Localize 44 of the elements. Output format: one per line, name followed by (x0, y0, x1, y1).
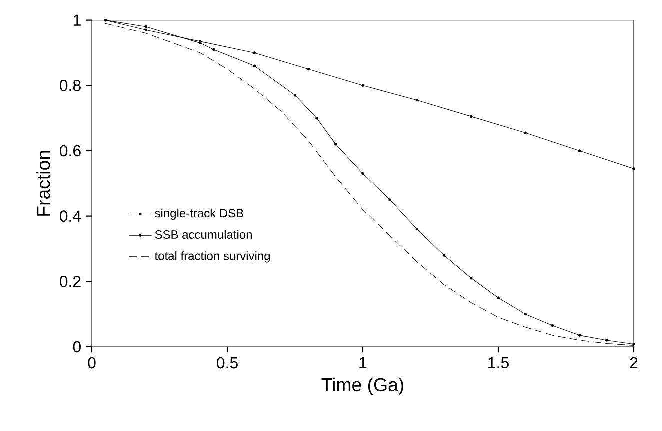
point (632, 168, 636, 170)
point (334, 143, 338, 146)
legend-label: single-track DSB (155, 208, 244, 220)
point (362, 84, 364, 87)
point (416, 228, 419, 231)
y-tick-label: 0.4 (60, 210, 82, 222)
x-tick-label: 1.5 (488, 357, 509, 369)
legend-label: total fraction surviving (154, 252, 270, 263)
point (470, 115, 473, 118)
point (606, 339, 608, 342)
x-tick-label: 0 (88, 357, 96, 369)
point (307, 68, 310, 71)
x-tick-label: 2 (630, 357, 638, 369)
point (362, 172, 364, 176)
point (416, 99, 419, 102)
point (199, 40, 202, 43)
legend-label: SSB accumulation (155, 230, 252, 240)
y-tick-label: 0 (73, 341, 81, 353)
point (524, 132, 527, 134)
point (551, 324, 554, 328)
point (253, 64, 256, 68)
point (524, 312, 527, 316)
point (253, 52, 256, 54)
point (442, 254, 446, 257)
point (212, 48, 216, 52)
point (578, 150, 582, 152)
point (144, 28, 148, 32)
point (470, 277, 473, 280)
point (316, 116, 318, 120)
point (497, 296, 500, 300)
point (294, 94, 297, 97)
point (388, 198, 392, 202)
y-tick-label: 0.8 (60, 80, 81, 92)
x-axis-title: Time (Ga) (322, 378, 404, 396)
x-tick-label: 0.5 (217, 357, 238, 369)
point (199, 42, 202, 45)
y-tick-label: 1 (74, 14, 81, 26)
x-tick-label: 1 (360, 357, 367, 368)
point (144, 26, 148, 28)
y-tick-label: 0.2 (60, 276, 81, 288)
point (578, 334, 582, 337)
point (632, 343, 636, 346)
y-tick-label: 0.6 (60, 145, 81, 157)
y-axis-title: Fraction (36, 151, 50, 216)
